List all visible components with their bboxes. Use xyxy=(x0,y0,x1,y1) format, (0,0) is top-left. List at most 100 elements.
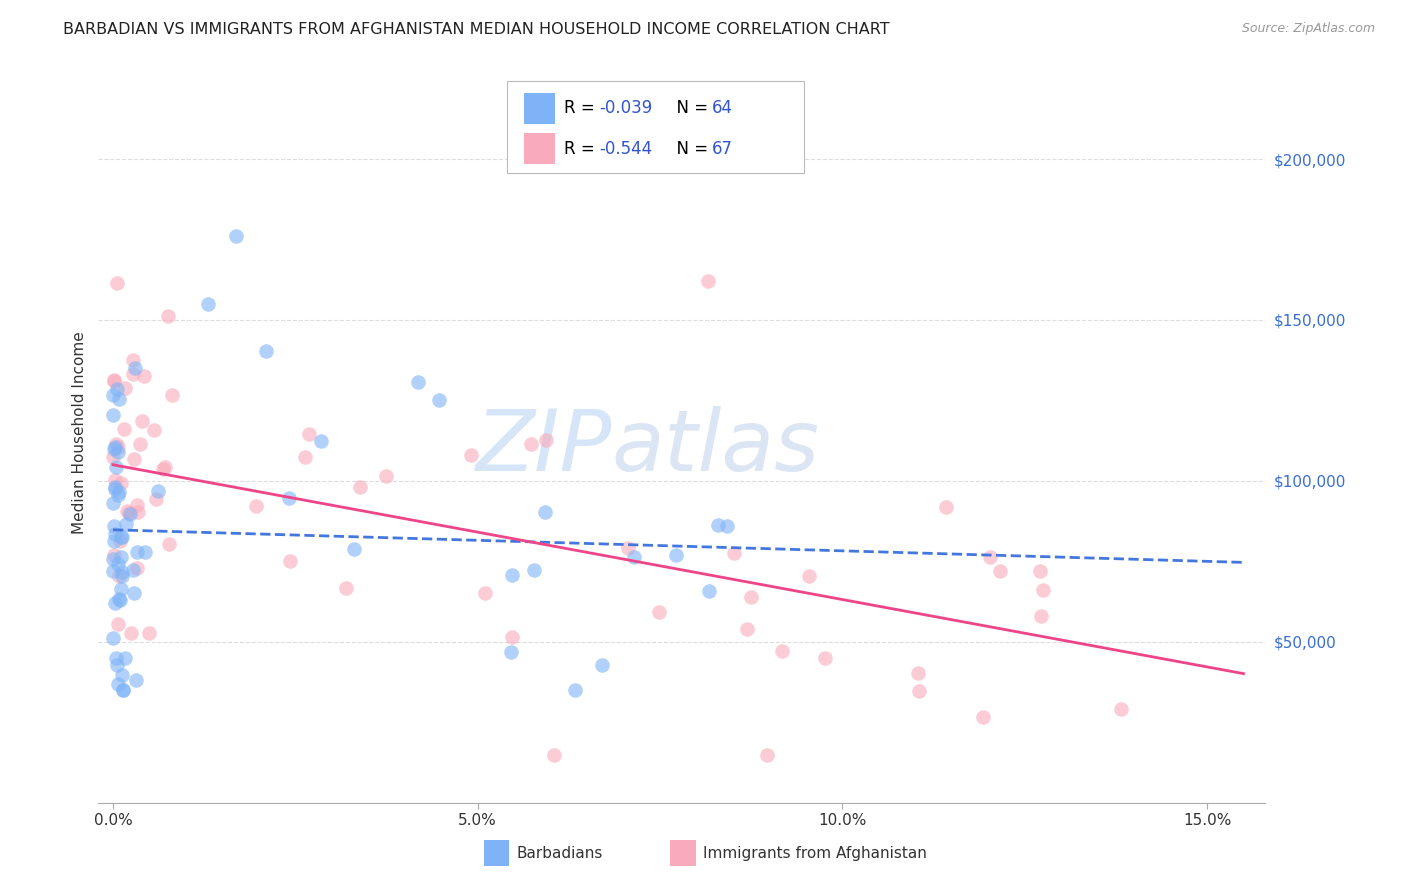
Point xyxy=(110,530,132,544)
Point xyxy=(112,422,135,436)
Point xyxy=(103,519,125,533)
Point xyxy=(908,683,931,698)
Point xyxy=(104,440,127,454)
Point xyxy=(152,462,174,476)
Point xyxy=(1029,564,1052,578)
Point xyxy=(138,626,160,640)
Point xyxy=(534,505,557,519)
Point xyxy=(104,480,127,494)
Point xyxy=(1031,609,1053,624)
Point xyxy=(110,593,132,607)
Point xyxy=(298,426,321,441)
Point xyxy=(979,549,1001,564)
Point xyxy=(697,583,720,598)
Point xyxy=(105,276,128,290)
Text: ZIP: ZIP xyxy=(475,406,612,489)
Point xyxy=(501,630,523,644)
Point xyxy=(127,498,149,512)
Point xyxy=(534,434,557,448)
Point xyxy=(103,388,125,402)
Point xyxy=(103,548,125,562)
Text: 67: 67 xyxy=(713,139,734,158)
Point xyxy=(564,683,586,698)
Point xyxy=(143,423,166,437)
Point xyxy=(103,374,125,388)
Point xyxy=(756,747,779,762)
Point xyxy=(343,541,366,556)
Point xyxy=(697,274,720,288)
Point xyxy=(474,585,496,599)
Text: Source: ZipAtlas.com: Source: ZipAtlas.com xyxy=(1241,22,1375,36)
Point xyxy=(988,564,1011,578)
Point xyxy=(707,517,730,532)
Point xyxy=(157,537,180,551)
Point xyxy=(124,360,146,375)
Point xyxy=(104,473,127,487)
Point xyxy=(110,582,132,597)
Point xyxy=(254,344,277,359)
Point xyxy=(132,369,155,384)
Point xyxy=(101,551,124,566)
Point xyxy=(103,373,125,387)
Point xyxy=(499,644,522,658)
Point xyxy=(799,569,821,583)
Point xyxy=(114,651,136,665)
Point xyxy=(375,468,398,483)
Point xyxy=(616,541,638,555)
Text: Barbadians: Barbadians xyxy=(516,846,603,861)
Point xyxy=(110,533,132,548)
Point xyxy=(111,569,134,583)
FancyBboxPatch shape xyxy=(671,840,696,866)
Point xyxy=(105,382,128,396)
Point xyxy=(104,459,127,474)
Text: N =: N = xyxy=(665,139,713,158)
Point xyxy=(648,605,671,619)
Point xyxy=(519,436,541,450)
Point xyxy=(104,596,127,610)
Point xyxy=(523,563,546,577)
Point xyxy=(108,485,131,500)
Point xyxy=(104,437,127,451)
Y-axis label: Median Household Income: Median Household Income xyxy=(72,331,87,534)
Point xyxy=(907,666,929,681)
FancyBboxPatch shape xyxy=(484,840,509,866)
Point xyxy=(103,496,125,510)
Point xyxy=(155,460,177,475)
Point xyxy=(972,710,994,724)
FancyBboxPatch shape xyxy=(524,93,555,124)
Point xyxy=(735,623,758,637)
Point xyxy=(107,592,129,607)
Point xyxy=(107,445,129,459)
Point xyxy=(128,437,150,451)
Point xyxy=(349,480,371,494)
Point xyxy=(108,568,131,582)
Point xyxy=(716,519,738,533)
Text: -0.039: -0.039 xyxy=(599,100,652,118)
Point xyxy=(110,565,132,579)
Point xyxy=(335,581,357,595)
Point xyxy=(665,548,688,562)
Point xyxy=(740,591,762,605)
Point xyxy=(122,563,145,577)
Text: atlas: atlas xyxy=(612,406,820,489)
Point xyxy=(156,309,179,323)
Point xyxy=(131,414,153,428)
Point xyxy=(101,631,124,645)
Point xyxy=(105,651,128,665)
Point xyxy=(162,388,184,402)
Point xyxy=(278,554,301,568)
Text: R =: R = xyxy=(564,100,600,118)
Point xyxy=(309,434,332,448)
Point xyxy=(501,567,523,582)
Point xyxy=(406,375,429,389)
Point xyxy=(114,381,136,395)
Point xyxy=(110,550,132,565)
Point xyxy=(1031,582,1053,597)
Point xyxy=(108,392,131,406)
Point xyxy=(623,549,645,564)
Point xyxy=(101,564,124,578)
Point xyxy=(127,505,149,519)
Point xyxy=(104,527,127,541)
FancyBboxPatch shape xyxy=(508,81,804,173)
Text: Immigrants from Afghanistan: Immigrants from Afghanistan xyxy=(703,846,927,861)
